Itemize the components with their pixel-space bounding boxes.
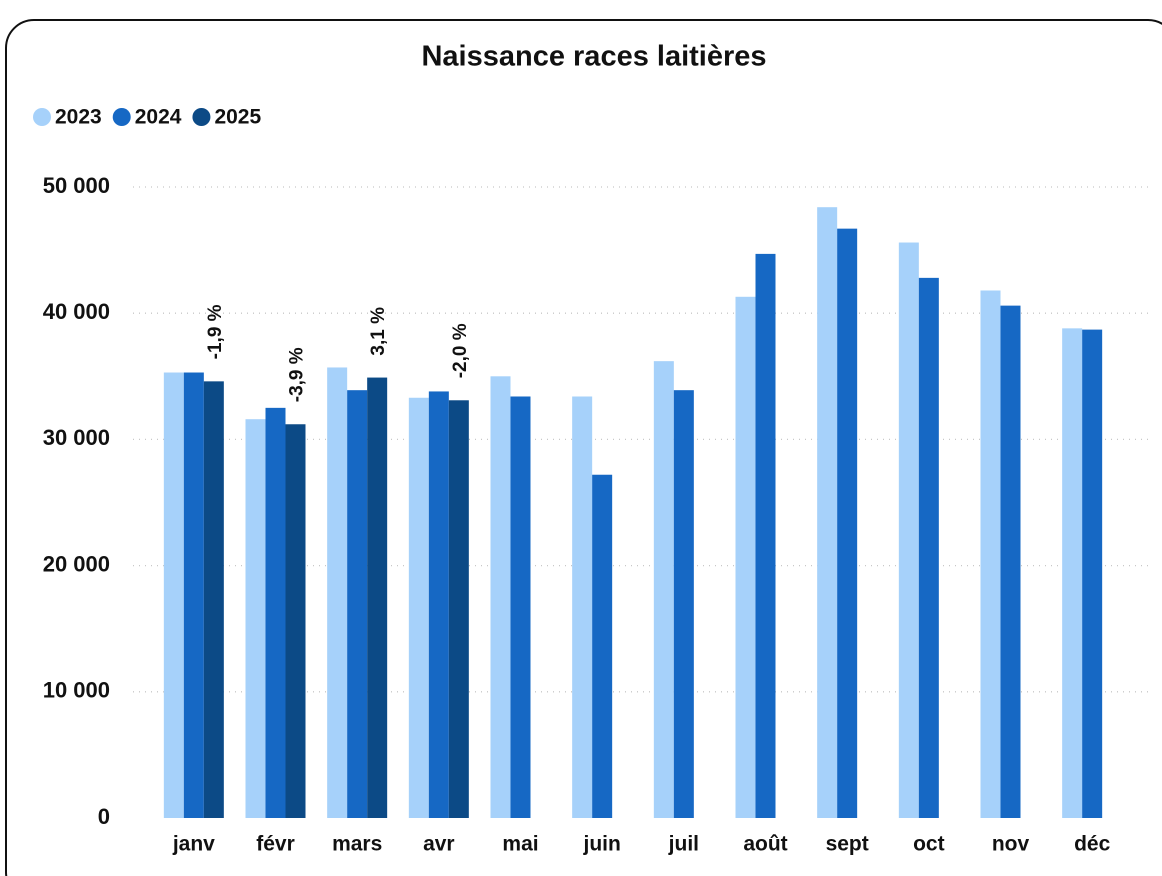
x-tick-label: avr bbox=[423, 833, 455, 856]
bar bbox=[183, 372, 204, 818]
y-tick-label: 50 000 bbox=[43, 173, 110, 198]
x-tick-label: févr bbox=[256, 833, 295, 856]
bar bbox=[1000, 305, 1021, 818]
legend-label: 2025 bbox=[214, 106, 261, 129]
bar bbox=[367, 377, 388, 818]
bar bbox=[448, 400, 469, 818]
bar bbox=[653, 361, 674, 818]
x-tick-label: août bbox=[743, 833, 787, 856]
change-label: 3,1 % bbox=[368, 307, 389, 356]
x-tick-label: juin bbox=[583, 833, 621, 856]
y-tick-label: 20 000 bbox=[43, 551, 110, 576]
bar bbox=[837, 228, 858, 818]
legend-marker bbox=[192, 108, 211, 126]
bar bbox=[918, 277, 939, 818]
x-tick-label: juil bbox=[668, 833, 699, 856]
frame bbox=[5, 19, 1162, 876]
change-label: -1,9 % bbox=[205, 304, 226, 359]
bar bbox=[592, 474, 613, 818]
bar bbox=[245, 419, 266, 818]
bar bbox=[265, 407, 286, 818]
bar bbox=[1082, 329, 1103, 818]
y-tick-label: 0 bbox=[98, 804, 110, 829]
bar bbox=[408, 397, 429, 818]
x-tick-label: janv bbox=[172, 833, 215, 856]
chart-title: Naissance races laitières bbox=[421, 41, 766, 73]
bar bbox=[817, 207, 838, 818]
x-tick-label: mai bbox=[502, 833, 538, 856]
bar bbox=[735, 296, 756, 818]
x-tick-label: mars bbox=[332, 833, 382, 856]
bar bbox=[755, 253, 776, 819]
bar bbox=[898, 242, 919, 818]
bar bbox=[510, 396, 531, 818]
x-tick-label: sept bbox=[826, 833, 869, 856]
legend-label: 2023 bbox=[55, 106, 102, 129]
y-tick-label: 10 000 bbox=[43, 678, 110, 703]
bar bbox=[203, 381, 224, 818]
bar bbox=[1062, 328, 1083, 818]
bar bbox=[285, 424, 306, 818]
legend-label: 2024 bbox=[135, 106, 182, 129]
legend-marker bbox=[112, 108, 131, 126]
bar bbox=[163, 372, 184, 818]
bar bbox=[572, 396, 593, 818]
bar bbox=[673, 390, 694, 818]
change-label: -3,9 % bbox=[287, 347, 308, 402]
bar bbox=[347, 390, 368, 818]
x-tick-label: nov bbox=[992, 833, 1030, 856]
legend-marker bbox=[33, 108, 51, 126]
bar bbox=[428, 391, 449, 818]
bar bbox=[490, 376, 511, 818]
y-tick-label: 30 000 bbox=[43, 425, 110, 450]
bar bbox=[980, 290, 1001, 818]
x-tick-label: oct bbox=[913, 833, 945, 856]
bar bbox=[327, 367, 348, 818]
y-tick-label: 40 000 bbox=[43, 299, 110, 324]
change-label: -2,0 % bbox=[450, 323, 471, 378]
x-tick-label: déc bbox=[1074, 833, 1111, 856]
